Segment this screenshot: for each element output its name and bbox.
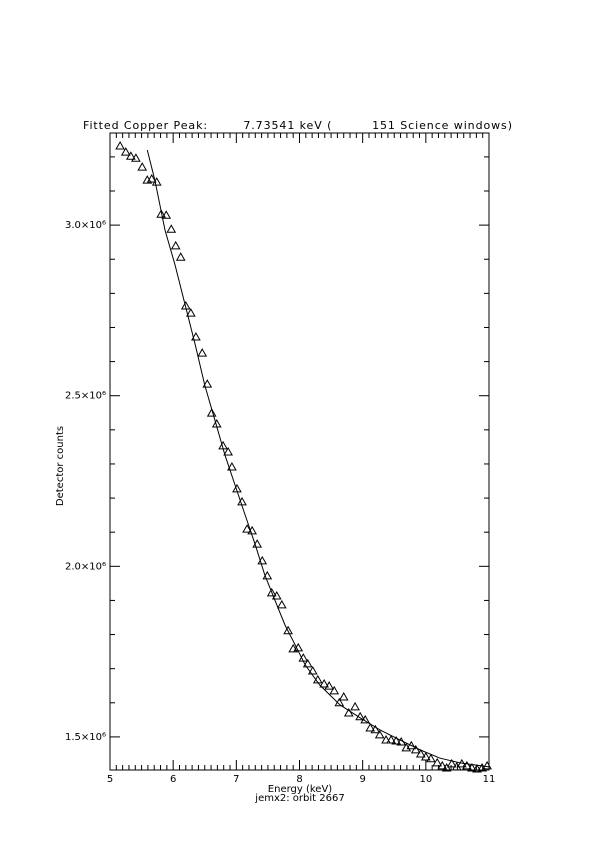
y-axis-label: Detector counts xyxy=(55,426,66,506)
y-tick-label: 2.5×10⁶ xyxy=(65,391,106,402)
data-point xyxy=(338,691,349,701)
data-point xyxy=(120,147,131,156)
data-point xyxy=(415,748,426,758)
data-point xyxy=(391,735,402,745)
data-point xyxy=(324,681,335,690)
data-point xyxy=(446,758,457,768)
data-point xyxy=(374,729,385,739)
data-point xyxy=(307,666,318,675)
y-tick-label: 2.0×10⁶ xyxy=(65,561,106,572)
data-point xyxy=(350,701,360,711)
x-tick-label: 9 xyxy=(359,774,365,785)
data-point xyxy=(441,762,452,772)
x-tick-label: 7 xyxy=(233,774,239,785)
data-point xyxy=(432,757,443,767)
data-point xyxy=(426,753,436,763)
data-point xyxy=(462,760,472,770)
data-point xyxy=(242,524,252,533)
data-point xyxy=(115,140,125,150)
data-point xyxy=(131,153,141,162)
data-point xyxy=(266,587,277,597)
data-point xyxy=(197,348,208,357)
y-tick-label: 1.5×10⁶ xyxy=(65,732,106,743)
data-point xyxy=(329,685,340,695)
data-point xyxy=(185,308,196,317)
data-point xyxy=(202,379,213,388)
data-point xyxy=(406,740,417,750)
data-point xyxy=(191,332,201,341)
chart-title: Fitted Copper Peak: 7.73541 keV ( 151 Sc… xyxy=(83,119,512,132)
data-point xyxy=(223,447,233,456)
data-point xyxy=(156,209,167,218)
data-point xyxy=(206,408,217,417)
plot-frame xyxy=(109,132,490,771)
data-point xyxy=(482,760,492,770)
data-point xyxy=(137,162,148,171)
data-point xyxy=(166,224,177,233)
data-point xyxy=(370,724,381,734)
fit-line xyxy=(146,149,490,768)
x-tick-label: 8 xyxy=(296,774,302,785)
x-axis-label: Energy (keV) xyxy=(268,784,333,795)
data-point xyxy=(420,752,431,761)
data-point xyxy=(381,734,391,744)
data-point xyxy=(437,760,448,770)
data-point xyxy=(276,599,287,609)
subtitle: jemx2: orbit 2667 xyxy=(254,793,344,804)
data-point xyxy=(125,151,136,160)
x-tick-label: 10 xyxy=(419,774,432,785)
y-tick-label: 3.0×10⁶ xyxy=(65,220,106,231)
data-point xyxy=(175,252,186,261)
data-point xyxy=(283,625,293,635)
data-point xyxy=(365,723,376,732)
data-point xyxy=(410,744,421,754)
data-point xyxy=(467,762,477,772)
data-point xyxy=(343,708,354,717)
data-point xyxy=(227,462,237,471)
data-point xyxy=(146,174,157,183)
data-point xyxy=(302,658,313,668)
x-tick-label: 6 xyxy=(170,774,176,785)
x-tick-label: 11 xyxy=(483,774,496,785)
data-point xyxy=(319,679,329,688)
x-tick-label: 5 xyxy=(107,774,113,785)
data-point xyxy=(170,240,181,250)
data-point xyxy=(386,734,396,744)
data-point xyxy=(271,590,282,600)
data-point xyxy=(161,210,172,219)
